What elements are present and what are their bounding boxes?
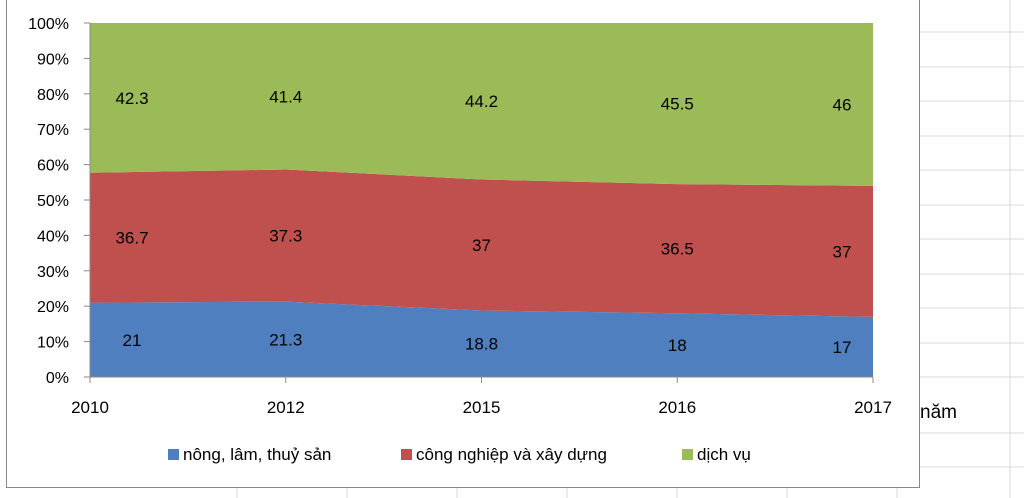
data-label: 46: [833, 95, 852, 114]
data-label: 36.5: [661, 240, 694, 259]
y-tick-label: 40%: [37, 228, 69, 245]
data-label: 17: [833, 338, 852, 357]
data-label: 37: [472, 236, 491, 255]
x-tick-label: 2016: [658, 398, 696, 417]
y-tick-label: 90%: [37, 51, 69, 68]
data-label: 42.3: [115, 89, 148, 108]
y-tick-label: 20%: [37, 299, 69, 316]
y-tick-label: 80%: [37, 87, 69, 104]
x-tick-label: 2017: [854, 398, 892, 417]
data-label: 45.5: [661, 95, 694, 114]
y-tick-label: 50%: [37, 193, 69, 210]
y-tick-label: 10%: [37, 335, 69, 352]
x-tick-label: 2015: [463, 398, 501, 417]
legend-label: nông, lâm, thuỷ sản: [183, 445, 331, 464]
data-label: 18: [668, 336, 687, 355]
legend-swatch: [401, 449, 412, 460]
data-label: 21.3: [269, 330, 302, 349]
data-label: 41.4: [269, 87, 302, 106]
legend-item-1[interactable]: nông, lâm, thuỷ sản: [168, 445, 331, 464]
x-tick-label: 2010: [71, 398, 109, 417]
area-series-1[interactable]: [90, 301, 873, 377]
data-label: 18.8: [465, 335, 498, 354]
x-axis-title: năm: [920, 402, 957, 423]
data-label: 37: [833, 242, 852, 261]
legend-swatch: [682, 449, 693, 460]
y-tick-label: 70%: [37, 122, 69, 139]
y-tick-label: 100%: [28, 16, 69, 33]
legend-item-3[interactable]: dịch vụ: [682, 445, 751, 464]
y-tick-label: 60%: [37, 158, 69, 175]
x-tick-label: 2012: [267, 398, 305, 417]
legend-label: công nghiệp và xây dựng: [416, 445, 607, 464]
y-tick-label: 0%: [46, 370, 69, 387]
legend-item-2[interactable]: công nghiệp và xây dựng: [401, 445, 607, 464]
data-label: 44.2: [465, 92, 498, 111]
area-series-3[interactable]: [90, 23, 873, 186]
area-series-2[interactable]: [90, 169, 873, 317]
data-label: 37.3: [269, 227, 302, 246]
y-tick-label: 30%: [37, 264, 69, 281]
legend-swatch: [168, 449, 179, 460]
legend-label: dịch vụ: [697, 445, 751, 464]
data-label: 21: [123, 331, 142, 350]
data-label: 36.7: [115, 229, 148, 248]
